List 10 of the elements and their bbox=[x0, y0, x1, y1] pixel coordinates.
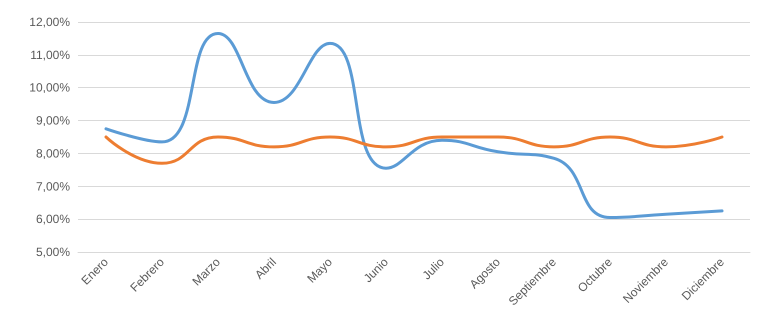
y-tick-label: 8,00% bbox=[36, 146, 70, 160]
y-tick-label: 7,00% bbox=[36, 179, 70, 194]
x-tick-label: Julio bbox=[420, 254, 448, 282]
y-tick-label: 6,00% bbox=[36, 212, 70, 226]
y-tick-label: 12,00% bbox=[29, 15, 70, 29]
line-series bbox=[104, 32, 724, 219]
y-tick-label: 10,00% bbox=[29, 80, 70, 95]
y-tick-label: 5,00% bbox=[36, 245, 70, 259]
y-tick-label: 9,00% bbox=[36, 114, 70, 128]
y-tick-label: 11,00% bbox=[30, 48, 70, 62]
